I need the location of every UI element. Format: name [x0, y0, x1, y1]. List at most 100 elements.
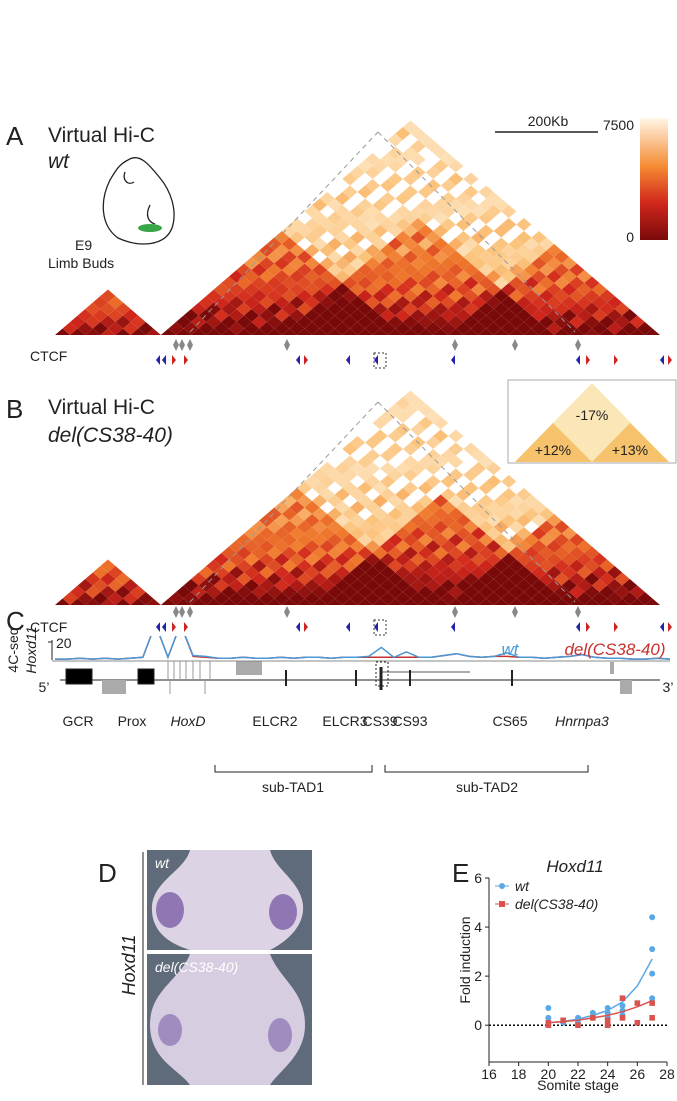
heatmap-cell: [463, 328, 479, 335]
heatmap-cell: [629, 598, 645, 605]
point: [649, 1015, 655, 1021]
heatmap-cell: [554, 598, 570, 605]
heatmap-cell: [410, 153, 426, 166]
heatmap-cell: [206, 598, 222, 605]
heatmap-cell: [508, 328, 524, 335]
embryo-drawing: [102, 157, 175, 245]
heatmap-cell: [281, 328, 297, 335]
heatmap-cell: [387, 598, 403, 605]
panel-label: E: [452, 858, 469, 888]
fit-curve: [548, 958, 653, 1024]
heatmap-cell: [433, 328, 449, 335]
heatmap-cell: [554, 328, 570, 335]
heatmap-cell: [395, 423, 411, 436]
heatmap-cell: [425, 179, 441, 192]
subtad-label: sub-TAD1: [262, 779, 324, 795]
heatmap-cell: [372, 598, 388, 605]
heatmap-cell: [433, 416, 449, 430]
heatmap-cell: [402, 481, 418, 495]
ctcf-site: [162, 622, 166, 632]
domain-boundary: [575, 606, 581, 618]
heatmap-cell: [448, 429, 464, 443]
heatmap-cell: [342, 328, 358, 335]
heatmap-cell: [448, 328, 464, 335]
heatmap-cell: [501, 218, 517, 231]
point: [575, 1022, 581, 1028]
heatmap-cell: [614, 598, 630, 605]
heatmap-cell: [516, 218, 532, 231]
ctcf-site: [172, 622, 176, 632]
heatmap-cell: [206, 328, 222, 335]
heatmap-cell: [251, 328, 267, 335]
ctcf-site: [576, 622, 580, 632]
x-axis-label: Somite stage: [537, 1077, 619, 1093]
panel-label: A: [6, 121, 24, 151]
x-tick-label: 22: [570, 1066, 586, 1082]
heatmap-cell: [191, 598, 207, 605]
x-tick-label: 20: [541, 1066, 557, 1082]
y-axis-label: Fold induction: [457, 916, 473, 1003]
gene-label: Hnrnpa3: [555, 713, 609, 729]
heatmap-cell: [342, 598, 358, 605]
condition: wt: [48, 150, 70, 173]
deleted-region: [373, 619, 387, 636]
strand-end: 5’: [39, 679, 50, 695]
y-axis-label: Hoxd11: [23, 626, 39, 673]
point: [649, 946, 656, 953]
heatmap-cell: [70, 598, 86, 605]
ctcf-site: [451, 622, 455, 632]
ctcf-site: [614, 355, 618, 365]
heatmap-cell: [312, 598, 328, 605]
heatmap-cell: [448, 468, 464, 482]
ctcf-site: [172, 355, 176, 365]
ctcf-site: [184, 355, 188, 365]
domain-boundary: [179, 339, 185, 351]
heatmap-cell: [160, 598, 176, 605]
heatmap-cell: [478, 224, 494, 238]
point: [649, 914, 656, 921]
ctcf-site: [304, 355, 308, 365]
ctcf-site: [614, 622, 618, 632]
point: [589, 1009, 596, 1016]
gene-label: CS93: [392, 713, 427, 729]
heatmap-cell: [236, 328, 252, 335]
track-label: CTCF: [30, 619, 67, 635]
ctcf-site: [374, 622, 378, 632]
guide-line: [189, 401, 379, 603]
heatmap-cell: [191, 328, 207, 335]
heatmap-cell: [365, 179, 381, 192]
heatmap-cell: [493, 328, 509, 335]
4c-plot: [55, 636, 671, 660]
heatmap-cell: [644, 598, 660, 605]
guide-line: [377, 401, 576, 603]
y-tick-label: 6: [474, 870, 482, 886]
panel-label: D: [98, 858, 117, 888]
point: [619, 1015, 626, 1021]
heatmap-cell: [327, 598, 343, 605]
heatmap-cell: [478, 598, 494, 605]
colorbar-max: 7500: [603, 117, 634, 133]
heatmap-cell: [448, 172, 464, 186]
ctcf-site: [162, 355, 166, 365]
inset: [507, 379, 677, 464]
heatmap-cell: [130, 328, 146, 335]
heatmap-cell: [569, 598, 585, 605]
heatmap-cell: [85, 598, 101, 605]
colorbar: [640, 118, 668, 240]
heatmap-cell: [372, 328, 388, 335]
heatmap-cell: [425, 475, 441, 488]
heatmap-cell: [266, 328, 282, 335]
point: [545, 1022, 552, 1028]
point: [604, 1005, 611, 1012]
heatmap-cell: [387, 172, 403, 186]
point: [649, 1000, 655, 1006]
heatmap-cell: [85, 328, 101, 335]
condition: wt: [155, 855, 170, 871]
heatmap-cell: [349, 436, 366, 449]
point: [619, 995, 626, 1002]
gene-label: ELCR2: [252, 713, 297, 729]
heatmap-cell: [115, 598, 131, 605]
ctcf-site: [668, 355, 672, 365]
heatmap-cell: [508, 598, 524, 605]
ctcf-site: [374, 355, 378, 365]
